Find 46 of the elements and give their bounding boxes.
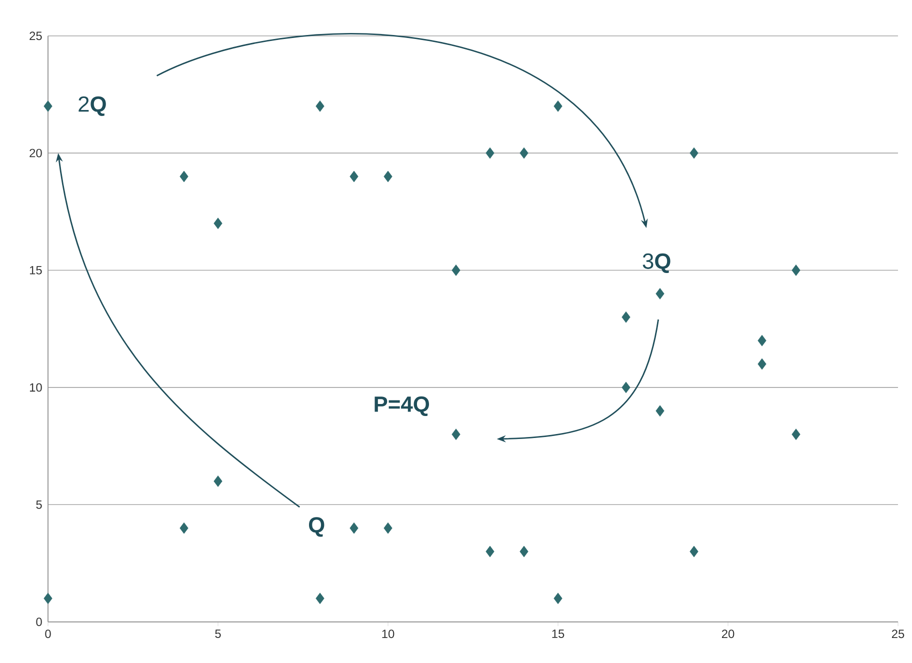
point (486, 546, 494, 558)
point (180, 522, 188, 534)
x-tick-label: 20 (722, 630, 734, 638)
y-tick-label: 15 (30, 266, 42, 274)
point (44, 100, 52, 112)
annotation: P=4Q (374, 396, 430, 416)
point (690, 147, 698, 159)
point (792, 428, 800, 440)
point (520, 546, 528, 558)
point (384, 170, 392, 182)
annotation: Q (308, 517, 324, 537)
point (452, 428, 460, 440)
point (44, 592, 52, 604)
point (792, 264, 800, 276)
point (554, 100, 562, 112)
point (554, 592, 562, 604)
x-tick-label: 0 (45, 630, 51, 638)
point (656, 288, 664, 300)
y-tick-label: 10 (30, 383, 42, 392)
point (350, 522, 358, 534)
y-tick-label: 5 (36, 500, 42, 509)
point (758, 358, 766, 370)
y-tick-label: 20 (30, 148, 42, 158)
point (180, 170, 188, 182)
x-tick-label: 5 (215, 630, 221, 638)
x-tick-label: 15 (552, 630, 564, 638)
point (384, 522, 392, 534)
point (622, 312, 630, 323)
point (452, 264, 460, 276)
point (520, 147, 528, 159)
y-tick-label: 0 (36, 618, 42, 626)
point (214, 218, 222, 230)
x-tick-label: 10 (382, 630, 394, 638)
point (690, 546, 698, 558)
x-tick-label: 25 (892, 630, 904, 638)
point (316, 100, 324, 112)
y-tick-label: 25 (30, 32, 42, 40)
point (316, 592, 324, 604)
point (758, 334, 766, 346)
point (656, 405, 664, 417)
annotation: 3Q (642, 253, 670, 274)
point (622, 382, 630, 394)
point (486, 147, 494, 159)
annotation: 2Q (78, 96, 106, 116)
point (350, 170, 358, 182)
point (214, 476, 222, 487)
